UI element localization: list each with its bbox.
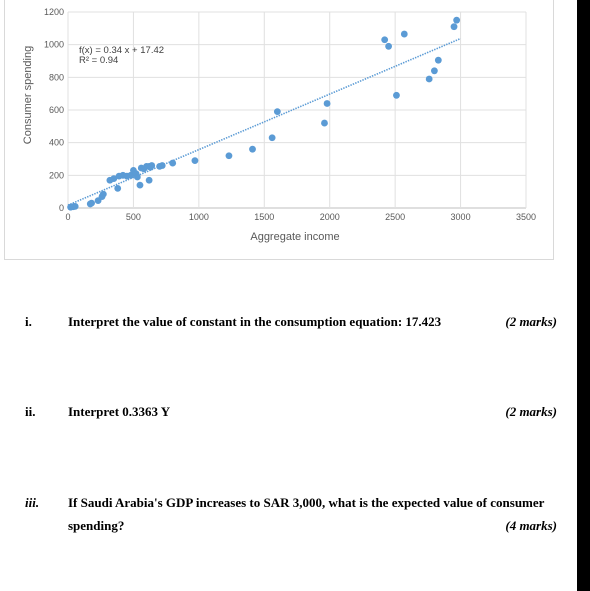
y-tick-label: 1200 [44,7,64,17]
x-axis-title: Aggregate income [250,231,339,243]
data-point [268,134,276,142]
data-point [145,176,153,184]
data-point [71,202,79,210]
y-tick-label: 200 [49,170,64,180]
question-1-marks: (2 marks) [505,314,557,329]
question-3-text: If Saudi Arabia's GDP increases to SAR 3… [68,495,545,510]
data-point [381,36,389,44]
data-point [158,162,166,169]
y-tick-label: 600 [49,105,64,115]
x-tick-label: 500 [126,212,141,222]
data-point [450,23,458,31]
question-2-marks: (2 marks) [505,404,557,419]
data-point [385,42,392,50]
data-point [88,199,95,207]
x-tick-label: 3000 [451,212,471,222]
x-tick-label: 3500 [516,212,536,222]
y-axis-title: Consumer spending [22,46,34,144]
y-tick-label: 1000 [44,40,64,50]
data-point [273,108,281,116]
x-tick-label: 0 [65,212,70,222]
r-squared-label: R² = 0.94 [79,55,118,66]
question-2-text: Interpret 0.3363 Y [68,404,171,419]
question-1-text: Interpret the value of constant in the c… [68,314,442,329]
data-point [114,185,122,192]
data-point [148,162,156,169]
data-point [225,152,233,160]
right-edge-bar [577,0,590,591]
data-point [136,181,144,189]
trendline-equation: f(x) = 0.34 x + 17.42 [79,45,164,56]
x-tick-label: 2000 [320,212,340,222]
data-point [431,67,438,75]
gridlines [67,11,527,209]
data-point [133,173,141,181]
y-tick-label: 400 [49,138,64,148]
data-point [393,91,400,99]
tick-labels: 0 200 400 600 800 1000 1200 0 500 1000 1500 2000 250… [44,7,536,222]
x-tick-label: 1000 [189,212,209,222]
question-1-number: i. [25,314,32,329]
question-3-number: iii. [25,495,40,510]
data-point [99,190,107,198]
y-tick-label: 0 [59,203,64,213]
data-point [453,16,461,24]
question-2-number: ii. [25,404,36,419]
question-3-marks: (4 marks) [505,518,557,533]
data-points [67,16,461,211]
data-point [400,30,408,38]
data-point [323,100,331,107]
chart-frame [4,0,554,260]
data-point [425,75,433,83]
data-point [169,159,177,167]
data-point [249,145,256,153]
y-tick-label: 800 [49,72,64,82]
x-tick-label: 2500 [385,212,405,222]
data-point [434,56,442,64]
x-tick-label: 1500 [254,212,274,222]
scatter-chart: 0 200 400 600 800 1000 1200 0 500 1000 1500 2000 250… [22,7,536,243]
data-point [321,119,328,127]
question-3-text-continued: spending? [68,518,125,533]
data-point [110,175,118,183]
data-point [191,157,199,165]
